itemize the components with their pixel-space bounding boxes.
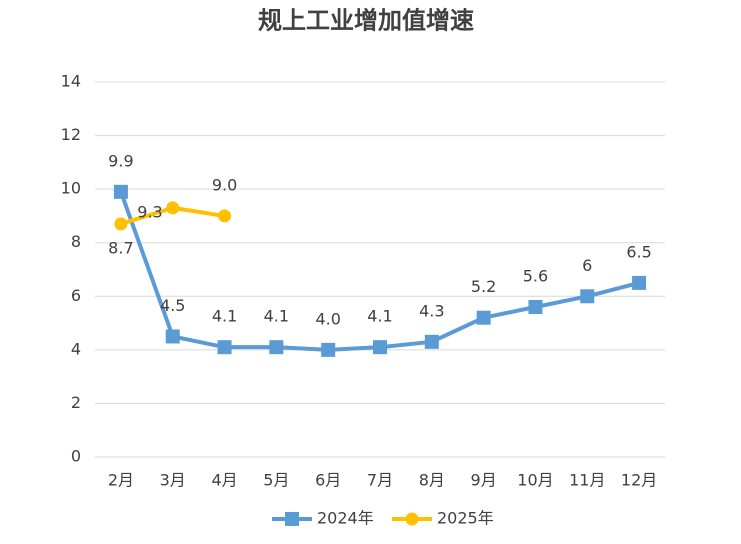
data-label: 5.2 bbox=[471, 277, 496, 296]
legend-marker bbox=[405, 512, 419, 526]
data-label: 4.1 bbox=[367, 307, 392, 326]
data-label: 4.1 bbox=[212, 307, 237, 326]
marker bbox=[166, 201, 180, 215]
y-tick-label: 0 bbox=[71, 447, 81, 466]
x-tick-label: 9月 bbox=[471, 471, 497, 490]
data-label: 9.0 bbox=[212, 175, 237, 194]
series-line bbox=[119, 191, 640, 352]
y-tick-label: 12 bbox=[61, 125, 81, 144]
marker bbox=[113, 184, 128, 199]
data-label: 8.7 bbox=[108, 238, 133, 257]
marker bbox=[528, 300, 543, 314]
data-label: 4.3 bbox=[419, 301, 444, 320]
legend-label: 2025年 bbox=[437, 509, 494, 528]
data-label: 9.9 bbox=[108, 151, 133, 170]
marker bbox=[269, 340, 284, 355]
x-tick-label: 12月 bbox=[621, 471, 657, 490]
data-label: 4.1 bbox=[264, 307, 289, 326]
x-tick-label: 3月 bbox=[160, 471, 186, 490]
x-tick-label: 10月 bbox=[517, 471, 553, 490]
marker bbox=[580, 289, 595, 304]
x-tick-label: 5月 bbox=[263, 471, 289, 490]
x-tick-label: 7月 bbox=[367, 471, 393, 490]
x-tick-label: 8月 bbox=[419, 471, 445, 490]
marker bbox=[424, 334, 439, 349]
chart-title: 规上工业增加值增速 bbox=[258, 6, 474, 35]
data-label: 9.3 bbox=[137, 202, 162, 221]
marker bbox=[632, 275, 647, 290]
marker bbox=[321, 342, 336, 357]
data-label: 6 bbox=[582, 256, 592, 275]
y-tick-label: 4 bbox=[71, 339, 81, 358]
marker bbox=[165, 329, 180, 344]
data-label: 6.5 bbox=[626, 242, 651, 261]
x-tick-label: 4月 bbox=[211, 471, 237, 490]
legend-label: 2024年 bbox=[317, 509, 374, 528]
data-label: 4.5 bbox=[160, 296, 185, 315]
data-label: 5.6 bbox=[523, 267, 548, 286]
marker bbox=[217, 340, 232, 355]
marker bbox=[114, 217, 128, 231]
x-tick-label: 11月 bbox=[569, 471, 605, 490]
marker bbox=[373, 340, 387, 355]
y-tick-label: 10 bbox=[61, 179, 81, 198]
y-tick-label: 6 bbox=[71, 286, 81, 305]
x-tick-label: 6月 bbox=[315, 471, 341, 490]
y-tick-label: 14 bbox=[61, 72, 81, 91]
y-tick-label: 2 bbox=[71, 393, 81, 412]
marker bbox=[476, 310, 491, 325]
x-tick-label: 2月 bbox=[108, 471, 134, 490]
marker bbox=[218, 209, 232, 223]
data-label: 4.0 bbox=[315, 309, 340, 328]
legend-marker bbox=[285, 512, 299, 526]
y-tick-label: 8 bbox=[71, 232, 81, 251]
